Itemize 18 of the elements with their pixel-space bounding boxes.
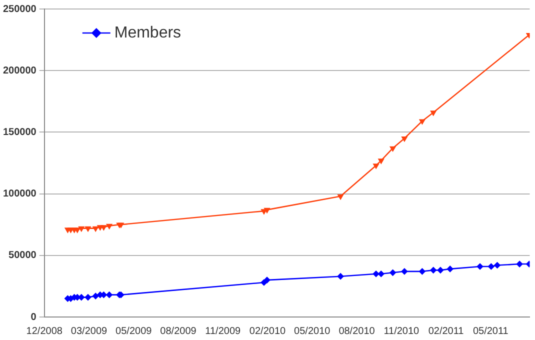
y-tick-label: 100000 [2,188,37,200]
y-tick-label: 200000 [2,65,37,76]
x-tick-label: 03/2009 [70,326,108,337]
x-tick-label: 11/2009 [205,326,242,337]
x-tick-label: 02/2010 [249,326,286,337]
y-tick-label: 50000 [8,250,37,262]
x-tick-label: 05/2011 [472,326,509,337]
legend-label: Members [114,24,182,42]
x-tick-label: 08/2010 [338,326,376,337]
x-tick-label: 08/2009 [160,326,197,337]
x-tick-label: 12/2008 [26,326,63,337]
y-tick-label: 0 [30,312,37,323]
y-tick-label: 250000 [2,4,37,15]
y-tick-label: 150000 [2,126,37,138]
x-tick-label: 11/2010 [384,326,420,337]
x-tick-label: 05/2010 [294,326,331,337]
x-tick-label: 05/2009 [116,326,152,337]
x-tick-label: 02/2011 [428,326,464,337]
